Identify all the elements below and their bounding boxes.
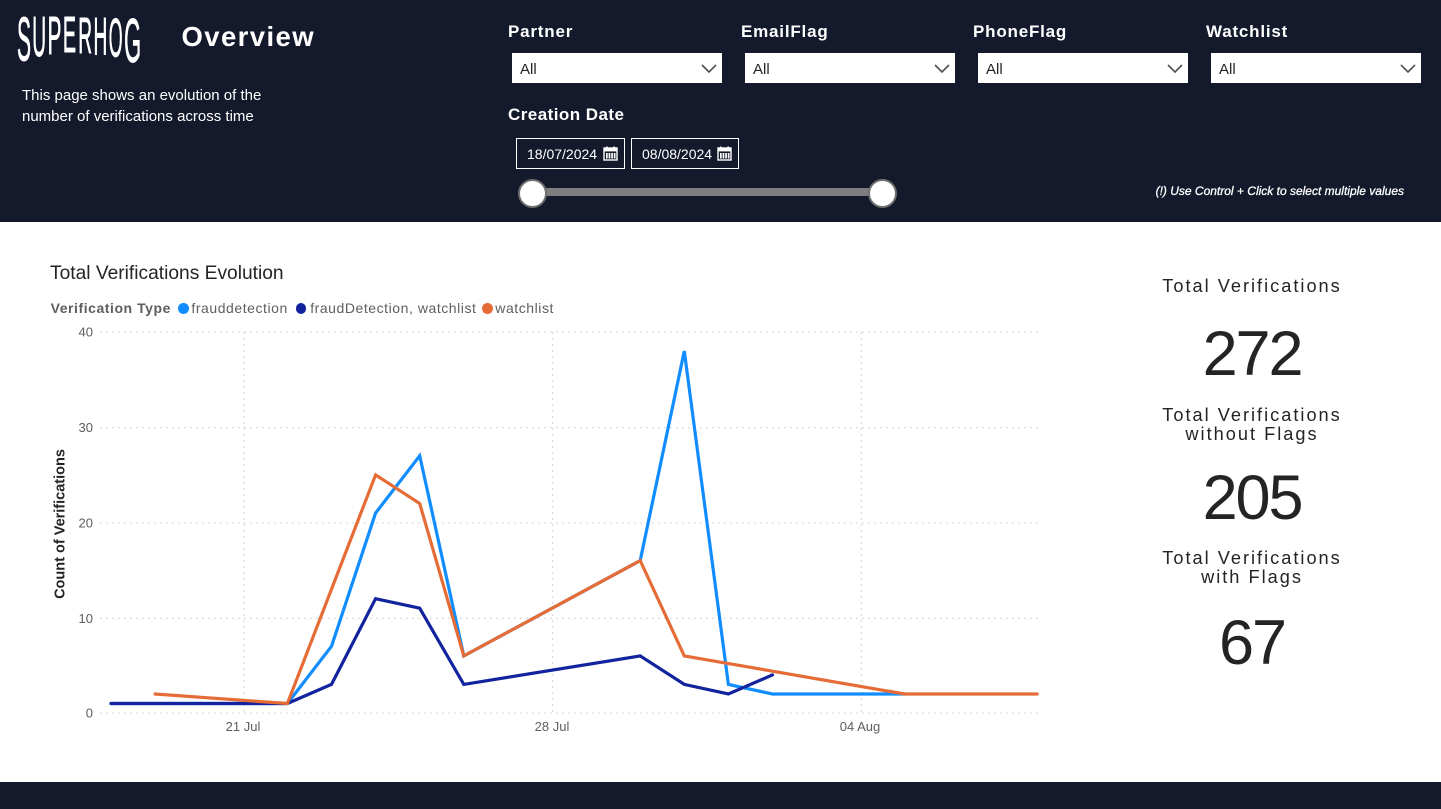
svg-text:40: 40 — [79, 325, 93, 340]
svg-text:S: S — [17, 10, 31, 68]
svg-text:U: U — [32, 10, 46, 68]
svg-text:28 Jul: 28 Jul — [535, 719, 570, 734]
svg-text:P: P — [48, 10, 62, 66]
svg-text:Count of Verifications: Count of Verifications — [53, 449, 69, 599]
svg-text:O: O — [109, 10, 123, 68]
svg-text:04 Aug: 04 Aug — [840, 719, 881, 734]
svg-text:G: G — [124, 10, 141, 68]
svg-text:10: 10 — [79, 611, 93, 626]
svg-text:21 Jul: 21 Jul — [226, 719, 261, 734]
svg-text:0: 0 — [86, 706, 93, 721]
svg-text:H: H — [94, 10, 108, 66]
svg-text:30: 30 — [79, 420, 93, 435]
svg-text:R: R — [78, 10, 92, 64]
svg-text:20: 20 — [79, 516, 93, 531]
svg-text:E: E — [63, 10, 76, 63]
